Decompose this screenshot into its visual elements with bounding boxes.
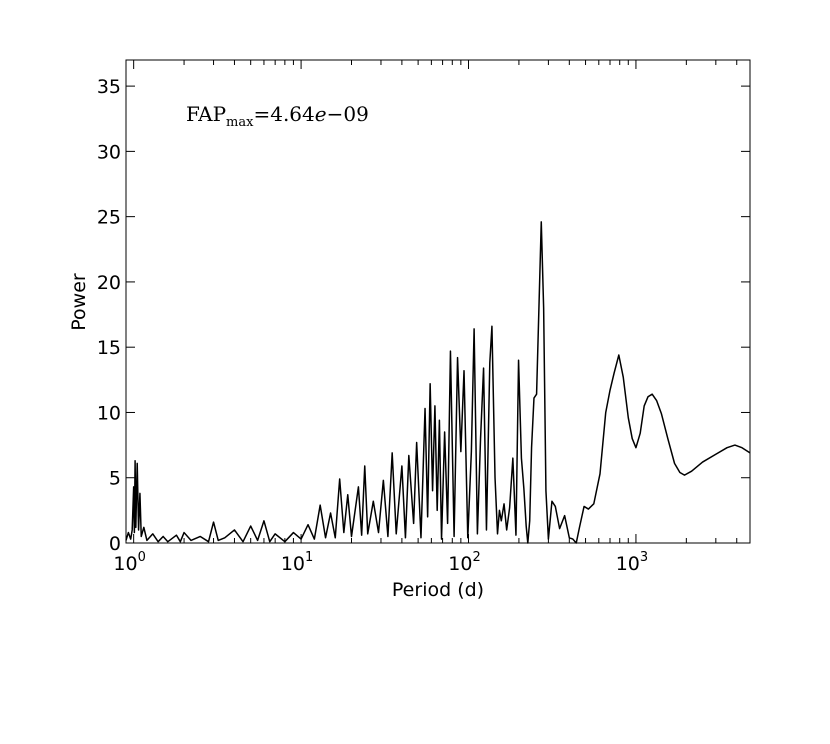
y-tick-label: 30 [97, 141, 121, 163]
x-tick-labels: 100 101 102 103 [113, 550, 648, 575]
series-line-1 [125, 221, 751, 544]
x-tick-label: 102 [448, 550, 480, 575]
y-tick-label: 25 [97, 207, 121, 229]
fap-annotation-prefix: FAP [186, 102, 226, 126]
x-tick-label: 100 [113, 550, 145, 575]
y-tick-label: 10 [97, 402, 121, 424]
fap-annotation-exp: −09 [327, 102, 369, 126]
y-tick-label: 0 [109, 533, 121, 555]
axis-ticks [125, 60, 750, 544]
x-tick-label: 101 [281, 550, 313, 575]
y-tick-label: 15 [97, 337, 121, 359]
y-tick-label: 35 [97, 76, 121, 98]
fap-annotation-exp-e: e [315, 102, 327, 126]
series-layer [125, 221, 751, 544]
y-tick-labels: 0 5 10 15 20 25 30 35 [97, 76, 121, 555]
fap-annotation: FAPmax=4.64e−09 [186, 102, 369, 130]
y-tick-label: 20 [97, 272, 121, 294]
x-axis-label: Period (d) [392, 579, 484, 601]
y-axis-label: Power [68, 273, 90, 331]
y-tick-label: 5 [109, 468, 121, 490]
x-tick-label: 103 [616, 550, 648, 575]
fap-annotation-subscript: max [226, 115, 254, 130]
plot-frame [125, 59, 751, 544]
fap-annotation-value: =4.64 [253, 102, 314, 126]
